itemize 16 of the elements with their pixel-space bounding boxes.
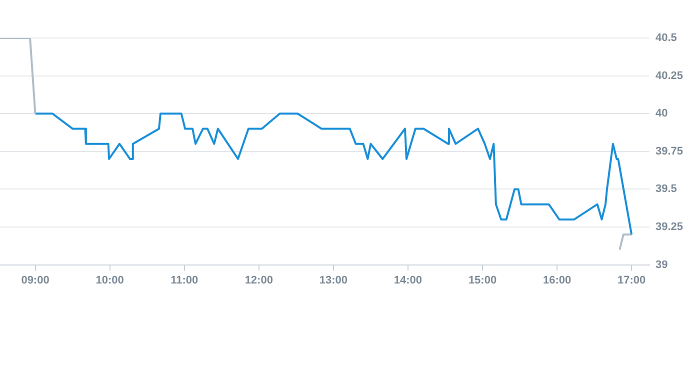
x-tick-label: 12:00 (244, 274, 273, 286)
y-tick-label: 40.5 (655, 32, 677, 44)
y-tick-label: 39.25 (655, 221, 684, 234)
x-tick-label: 15:00 (468, 274, 497, 286)
y-tick-label: 39 (655, 258, 668, 271)
x-tick-label: 10:00 (96, 274, 124, 286)
x-tick-label: 13:00 (319, 274, 348, 286)
x-tick-label: 09:00 (21, 274, 50, 286)
x-tick-label: 17:00 (618, 274, 646, 286)
y-tick-label: 40.25 (655, 70, 684, 82)
x-tick-label: 11:00 (170, 274, 198, 286)
x-tick-label: 14:00 (394, 274, 422, 286)
x-tick-label: 16:00 (542, 274, 572, 286)
y-tick-label: 39.5 (655, 183, 677, 196)
y-tick-label: 39.75 (655, 145, 684, 158)
y-tick-label: 40 (655, 108, 668, 120)
